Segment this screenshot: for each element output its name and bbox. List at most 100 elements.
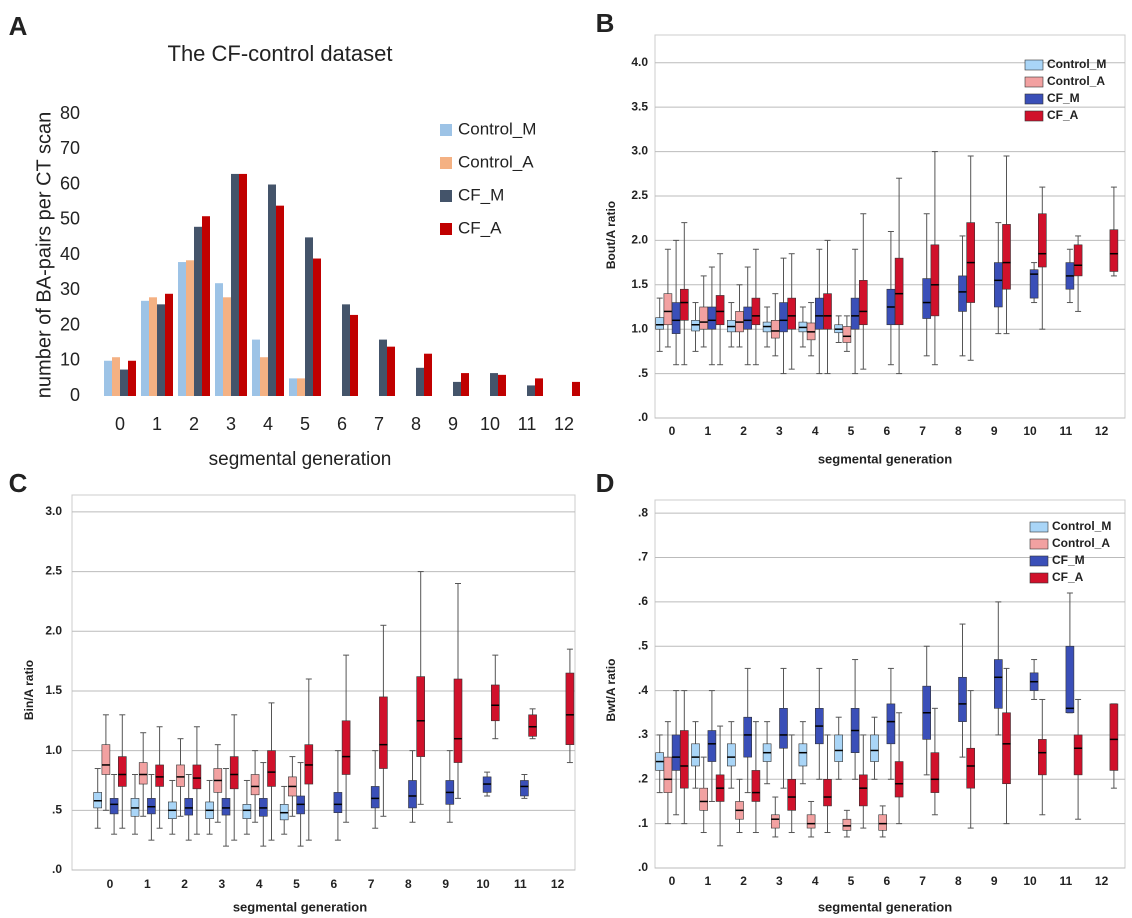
box <box>699 306 709 330</box>
bar <box>178 262 186 396</box>
y-tick-label: 2.0 <box>45 623 62 637</box>
bar <box>260 357 268 396</box>
bar <box>120 369 128 396</box>
x-tick-label: 4 <box>263 414 273 434</box>
legend-swatch <box>1029 538 1049 550</box>
bar <box>342 304 350 396</box>
y-axis-label: Bwt/A ratio <box>604 659 618 722</box>
legend-label: CF_A <box>1047 108 1079 122</box>
legend-label: Control_A <box>1047 74 1105 88</box>
y-tick-label: .3 <box>638 727 648 741</box>
bar <box>128 360 136 396</box>
legend-swatch <box>1024 59 1044 71</box>
legend-swatch <box>440 157 452 169</box>
box <box>707 730 717 762</box>
box <box>823 778 832 807</box>
x-tick-label: 12 <box>554 414 574 434</box>
box <box>663 293 673 326</box>
legend-label: Control_M <box>1052 519 1111 533</box>
box <box>184 798 193 816</box>
legend-label: CF_M <box>458 185 504 204</box>
x-tick-label: 5 <box>300 414 310 434</box>
box <box>109 798 119 815</box>
y-tick-label: 1.5 <box>45 683 62 697</box>
bar <box>268 184 276 396</box>
y-tick-label: 40 <box>60 244 80 264</box>
box <box>1002 224 1011 290</box>
box <box>341 720 351 775</box>
legend-label: Control_M <box>458 119 536 138</box>
x-tick-label: 6 <box>883 424 890 438</box>
box <box>699 787 709 811</box>
x-tick-label: 7 <box>368 877 375 891</box>
legend-swatch <box>1024 93 1044 105</box>
bar <box>141 300 149 396</box>
y-tick-label: 2.5 <box>631 188 648 202</box>
box <box>743 716 753 758</box>
x-tick-label: 7 <box>919 874 926 888</box>
y-tick-label: .8 <box>638 505 648 519</box>
box <box>878 814 888 831</box>
box <box>679 288 689 321</box>
x-tick-label: 12 <box>1095 874 1109 888</box>
legend-swatch <box>440 223 452 235</box>
x-tick-label: 1 <box>704 424 711 438</box>
x-tick-label: 3 <box>226 414 236 434</box>
y-tick-label: .7 <box>638 550 648 564</box>
x-tick-label: 5 <box>848 424 855 438</box>
box <box>751 297 761 326</box>
box <box>806 814 816 829</box>
box <box>743 306 753 330</box>
x-tick-label: 0 <box>669 874 676 888</box>
x-tick-label: 0 <box>107 877 114 891</box>
x-axis-label: segmental generation <box>233 899 367 914</box>
box <box>138 762 148 785</box>
box <box>520 780 529 797</box>
box <box>221 798 231 816</box>
box <box>958 275 967 312</box>
y-tick-label: 2.0 <box>631 233 648 247</box>
box <box>101 744 111 775</box>
box <box>993 262 1003 308</box>
box <box>267 750 276 787</box>
legend-swatch <box>1029 572 1049 584</box>
box <box>823 293 832 330</box>
y-tick-label: .6 <box>638 594 648 608</box>
bar <box>289 378 297 396</box>
box <box>528 714 537 737</box>
box <box>770 814 780 829</box>
box <box>787 297 797 330</box>
x-tick-label: 8 <box>955 424 962 438</box>
bar <box>313 258 321 396</box>
box <box>379 696 388 769</box>
x-tick-label: 11 <box>1059 424 1072 438</box>
chart-title: The CF-control dataset <box>168 41 393 66</box>
x-tick-label: 2 <box>740 874 747 888</box>
y-axis-label: Bout/A ratio <box>604 201 618 269</box>
box <box>671 734 681 771</box>
x-tick-label: 7 <box>919 424 926 438</box>
y-tick-label: .0 <box>52 862 62 876</box>
legend-swatch <box>1029 521 1049 533</box>
x-tick-label: 0 <box>669 424 676 438</box>
y-tick-label: .5 <box>638 366 648 380</box>
x-tick-label: 12 <box>551 877 565 891</box>
x-axis-label: segmental generation <box>818 899 952 914</box>
y-tick-label: 60 <box>60 173 80 193</box>
x-tick-label: 2 <box>189 414 199 434</box>
y-axis-label: number of BA-pairs per CT scan <box>33 112 55 398</box>
bar <box>149 297 157 396</box>
box <box>242 804 252 819</box>
x-tick-label: 9 <box>448 414 458 434</box>
box <box>858 774 868 807</box>
y-tick-label: 2.5 <box>45 564 62 578</box>
box <box>842 818 852 831</box>
y-tick-label: .4 <box>638 683 648 697</box>
box <box>886 703 896 745</box>
box <box>858 280 868 326</box>
y-tick-label: 80 <box>60 103 80 123</box>
x-tick-label: 0 <box>115 414 125 434</box>
bar <box>490 373 498 396</box>
box <box>671 302 681 334</box>
bar <box>157 304 165 396</box>
